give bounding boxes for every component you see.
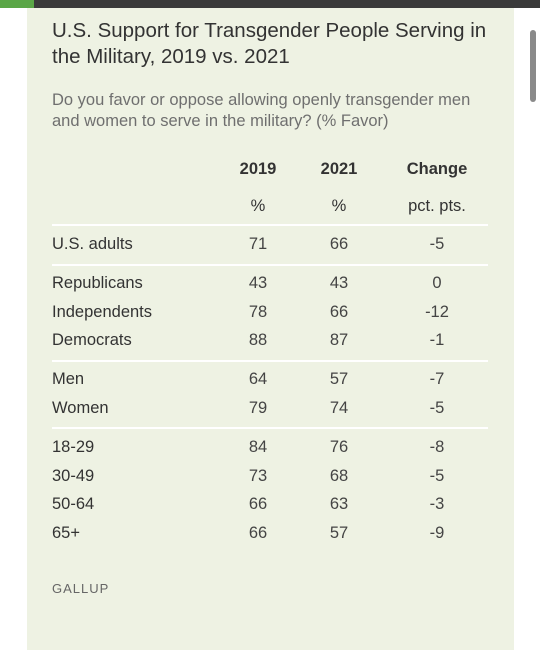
table-cell: 71 [248, 235, 268, 253]
column-unit-2019: % [250, 197, 266, 215]
column-header-change: Change [406, 160, 468, 178]
table-cell: 66 [329, 302, 349, 321]
column-header-2021: 2021 [320, 160, 358, 178]
table-cell: -12 [425, 302, 449, 321]
table-cell: 84 [248, 438, 268, 456]
table-cell: 63 [329, 495, 349, 514]
table-cell: 0 [432, 274, 442, 292]
row-label: U.S. adults [52, 235, 133, 253]
table-cell: -7 [429, 370, 445, 388]
row-label: Women [52, 398, 109, 417]
top-bar [0, 0, 540, 8]
table-cell: 74 [329, 398, 349, 417]
table-cell: -5 [429, 235, 445, 253]
table-cell: 73 [248, 466, 268, 485]
table-cell: 78 [248, 302, 268, 321]
table-cell: -5 [429, 466, 445, 485]
row-label: Independents [52, 302, 153, 321]
row-label: Men [52, 370, 85, 388]
column-unit-change: pct. pts. [408, 197, 466, 215]
table-cell: -5 [429, 398, 445, 417]
table-cell: 57 [329, 524, 349, 543]
chart-title: U.S. Support for Transgender People Serv… [52, 19, 487, 68]
table-cell: 64 [248, 370, 268, 388]
chart-subtitle: Do you favor or oppose allowing openly t… [52, 91, 471, 130]
row-label: 18-29 [52, 438, 95, 456]
group-divider [52, 264, 488, 266]
column-unit-2021: % [331, 197, 347, 215]
table-cell: 79 [248, 398, 268, 417]
group-divider [52, 224, 488, 226]
table-cell: 57 [329, 370, 349, 388]
group-divider [52, 360, 488, 362]
table-cell: 88 [248, 331, 268, 350]
column-header-2019: 2019 [239, 160, 277, 178]
table-cell: 76 [329, 438, 349, 456]
table-cell: 87 [329, 331, 349, 350]
table-cell: 66 [248, 495, 268, 514]
table-cell: -9 [429, 524, 445, 543]
row-label: Democrats [52, 331, 132, 350]
top-bar-accent [0, 0, 34, 8]
row-label: 30-49 [52, 466, 95, 485]
row-label: 50-64 [52, 495, 95, 514]
table-cell: -1 [429, 331, 445, 350]
scrollbar[interactable] [530, 30, 536, 102]
table-cell: 43 [329, 274, 349, 292]
chart-card: U.S. Support for Transgender People Serv… [27, 8, 514, 650]
table-cell: -8 [429, 438, 445, 456]
row-label: 65+ [52, 524, 80, 543]
table-cell: -3 [429, 495, 445, 514]
row-label: Republicans [52, 274, 143, 292]
table-cell: 68 [329, 466, 349, 485]
table-cell: 66 [248, 524, 268, 543]
source-label: GALLUP [52, 581, 110, 596]
group-divider [52, 427, 488, 429]
table-cell: 43 [248, 274, 268, 292]
table-cell: 66 [329, 235, 349, 253]
